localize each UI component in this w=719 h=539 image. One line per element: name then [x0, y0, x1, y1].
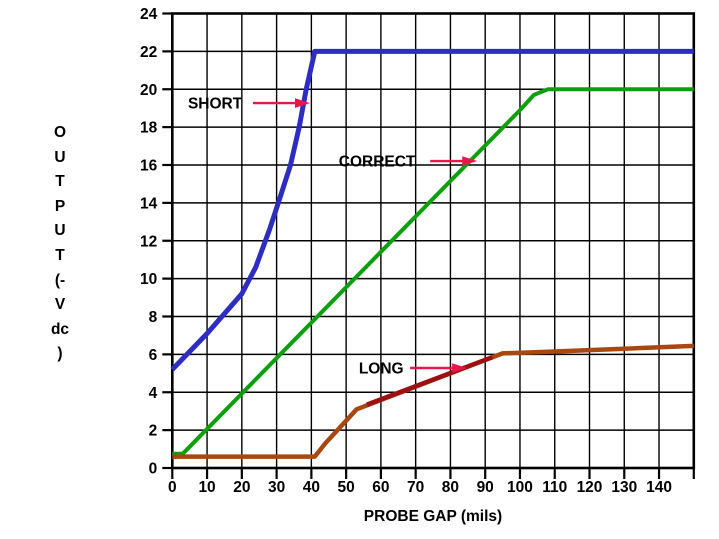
- y-tick-label: 24: [140, 6, 158, 23]
- x-tick-label: 70: [407, 479, 424, 496]
- y-tick-label: 12: [140, 233, 157, 250]
- annotation-arrow-head-long: [452, 363, 468, 373]
- y-axis-title-line: U: [54, 222, 66, 240]
- x-axis-title: PROBE GAP (mils): [363, 508, 503, 525]
- y-axis-title-line: ): [57, 345, 63, 363]
- y-axis-title-line: U: [54, 148, 66, 166]
- y-axis-title-line: T: [55, 173, 65, 191]
- x-tick-label: 60: [372, 479, 389, 496]
- y-tick-label: 4: [149, 385, 158, 402]
- y-axis-title-line: T: [55, 246, 65, 264]
- series-line-long: [172, 343, 694, 459]
- series-line-long: [366, 355, 493, 407]
- y-axis-title-line: O: [53, 124, 67, 141]
- x-tick-label: 80: [442, 479, 459, 496]
- y-tick-label: 2: [149, 423, 158, 440]
- series-line-short: [170, 48, 694, 372]
- y-tick-label: 6: [149, 347, 158, 364]
- y-tick-label: 10: [140, 271, 157, 288]
- y-tick-label: 22: [140, 44, 157, 61]
- y-axis-title-line: (-: [54, 271, 66, 289]
- annotation-arrow-head-short: [294, 98, 310, 108]
- x-tick-label: 10: [198, 479, 215, 496]
- x-tick-label: 120: [577, 479, 603, 496]
- y-axis-title-line: dc: [50, 320, 70, 338]
- annotation-label-long: LONG: [359, 361, 404, 378]
- y-tick-label: 18: [140, 120, 158, 137]
- y-axis-title-line: P: [54, 197, 66, 215]
- x-tick-label: 30: [268, 479, 285, 496]
- series-line-correct: [172, 87, 694, 456]
- x-tick-label: 130: [611, 479, 637, 496]
- x-tick-label: 40: [303, 479, 320, 496]
- plot-border: [171, 12, 696, 470]
- annotation-label-short: SHORT: [188, 96, 243, 113]
- x-tick-label: 20: [233, 479, 250, 496]
- x-tick-label: 50: [338, 479, 355, 496]
- x-tick-label: 140: [646, 479, 672, 496]
- annotation-label-correct: CORRECT: [339, 154, 416, 171]
- x-tick-label: 90: [477, 479, 494, 496]
- y-tick-label: 16: [140, 158, 158, 175]
- y-axis-title-line: V: [54, 296, 66, 314]
- annotation-arrow-head-correct: [462, 156, 478, 166]
- y-tick-label: 20: [140, 82, 157, 99]
- y-tick-label: 14: [140, 195, 158, 212]
- x-tick-label: 0: [168, 479, 177, 496]
- y-tick-label: 8: [149, 309, 158, 326]
- y-tick-label: 0: [149, 461, 158, 478]
- x-tick-label: 110: [542, 479, 567, 496]
- x-tick-label: 100: [507, 479, 533, 496]
